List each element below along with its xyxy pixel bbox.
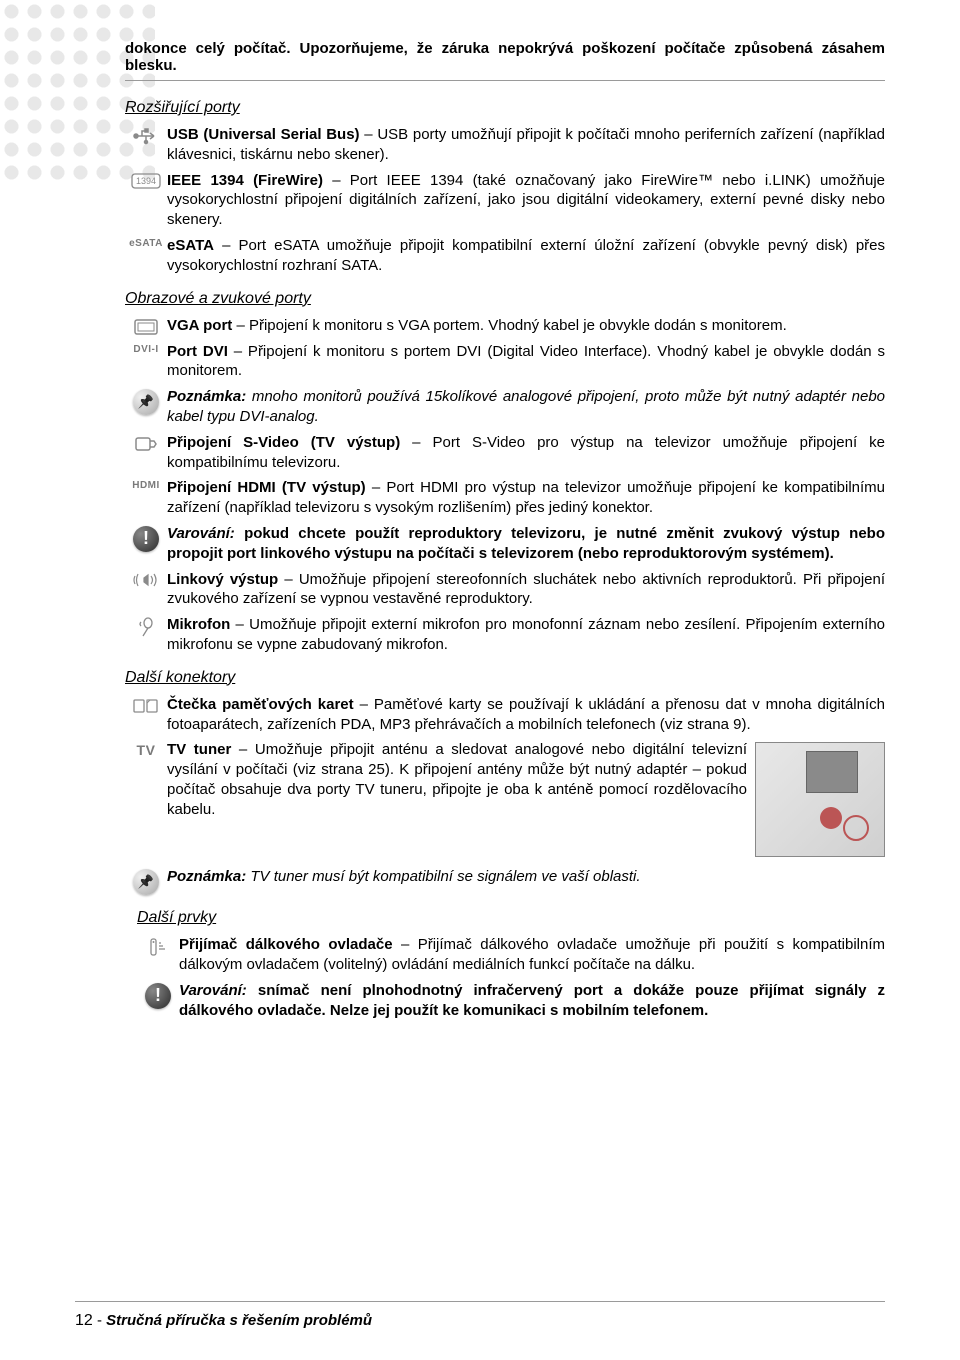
tv-icon: TV xyxy=(137,742,156,758)
dvi-icon: DVI-I xyxy=(133,344,158,355)
card-reader-icon xyxy=(132,697,160,715)
warning-icon xyxy=(133,526,159,552)
hdmi-icon: HDMI xyxy=(132,480,160,491)
vga-icon xyxy=(133,318,159,336)
remote-label: Přijímač dálkového ovladače xyxy=(179,936,393,953)
firewire-icon: 1394 xyxy=(131,173,161,189)
footer-title: Stručná příručka s řešením problémů xyxy=(106,1312,372,1329)
item-cardreader: Čtečka paměťových karet – Paměťové karty… xyxy=(125,695,885,735)
note2-label: Poznámka: xyxy=(167,868,246,885)
section-title-other: Další konektory xyxy=(125,669,885,687)
page-number: 12 xyxy=(75,1312,93,1329)
warning-icon xyxy=(145,983,171,1009)
item-warn-speakers: Varování: pokud chcete použít reprodukto… xyxy=(125,524,885,564)
tv-label: TV tuner xyxy=(167,741,231,758)
intro-text: dokonce celý počítač. Upozorňujeme, že z… xyxy=(125,40,885,74)
section-title-ports: Rozšiřující porty xyxy=(125,99,885,117)
usb-icon xyxy=(132,127,160,145)
item-warn-ir: Varování: snímač není plnohodnotný infra… xyxy=(137,981,885,1021)
lineout-icon xyxy=(132,572,160,588)
remote-icon xyxy=(147,937,169,959)
ieee-label: IEEE 1394 (FireWire) xyxy=(167,172,323,189)
warn1-label: Varování: xyxy=(167,525,235,542)
pin-icon xyxy=(133,869,159,895)
footer-divider xyxy=(75,1301,885,1302)
footer-separator: - xyxy=(93,1312,106,1329)
page-footer: 12 - Stručná příručka s řešením problémů xyxy=(75,1301,885,1330)
warn2-text: snímač není plnohodnotný infračervený po… xyxy=(179,982,885,1019)
svideo-icon xyxy=(134,435,158,455)
vga-label: VGA port xyxy=(167,317,232,334)
item-tvtuner: TV TV tuner – Umožňuje připojit anténu a… xyxy=(125,740,885,861)
mic-label: Mikrofon xyxy=(167,616,230,633)
note1-label: Poznámka: xyxy=(167,388,246,405)
item-mic: Mikrofon – Umožňuje připojit externí mik… xyxy=(125,615,885,655)
warn2-label: Varování: xyxy=(179,982,247,999)
item-note-tv: Poznámka: TV tuner musí být kompatibilní… xyxy=(125,867,885,895)
item-vga: VGA port – Připojení k monitoru s VGA po… xyxy=(125,316,885,336)
tv-text: – Umožňuje připojit anténu a sledovat an… xyxy=(167,741,747,817)
item-remote: Přijímač dálkového ovladače – Přijímač d… xyxy=(137,935,885,975)
card-label: Čtečka paměťových karet xyxy=(167,696,354,713)
esata-icon: eSATA xyxy=(129,238,163,249)
hdmi-label: Připojení HDMI (TV výstup) xyxy=(167,479,366,496)
note2-text: TV tuner musí být kompatibilní se signál… xyxy=(246,868,640,885)
tv-tuner-illustration xyxy=(755,742,885,857)
lineout-label: Linkový výstup xyxy=(167,571,278,588)
item-usb: USB (Universal Serial Bus) – USB porty u… xyxy=(125,125,885,165)
note1-text: mnoho monitorů používá 15kolíkové analog… xyxy=(167,388,885,425)
divider-top xyxy=(125,80,885,81)
esata-label: eSATA xyxy=(167,237,214,254)
vga-text: – Připojení k monitoru s VGA portem. Vho… xyxy=(232,317,786,334)
item-ieee1394: 1394 IEEE 1394 (FireWire) – Port IEEE 13… xyxy=(125,171,885,230)
pin-icon xyxy=(133,389,159,415)
dvi-text: – Připojení k monitoru s portem DVI (Dig… xyxy=(167,343,885,380)
usb-label: USB (Universal Serial Bus) xyxy=(167,126,360,143)
item-dvi: DVI-I Port DVI – Připojení k monitoru s … xyxy=(125,342,885,382)
item-hdmi: HDMI Připojení HDMI (TV výstup) – Port H… xyxy=(125,478,885,518)
warn1-text: pokud chcete použít reproduktory televiz… xyxy=(167,525,885,562)
dvi-label: Port DVI xyxy=(167,343,228,360)
item-svideo: Připojení S-Video (TV výstup) – Port S-V… xyxy=(125,433,885,473)
mic-text: – Umožňuje připojit externí mikrofon pro… xyxy=(167,616,885,653)
item-note-dvi: Poznámka: mnoho monitorů používá 15kolík… xyxy=(125,387,885,427)
section-title-elements: Další prvky xyxy=(137,909,885,927)
mic-icon xyxy=(137,617,155,639)
svg-text:1394: 1394 xyxy=(136,176,156,186)
esata-text: – Port eSATA umožňuje připojit kompatibi… xyxy=(167,237,885,274)
svideo-label: Připojení S-Video (TV výstup) xyxy=(167,434,400,451)
item-lineout: Linkový výstup – Umožňuje připojení ster… xyxy=(125,570,885,610)
section-title-av: Obrazové a zvukové porty xyxy=(125,290,885,308)
page-content: dokonce celý počítač. Upozorňujeme, že z… xyxy=(0,0,960,1021)
item-esata: eSATA eSATA – Port eSATA umožňuje připoj… xyxy=(125,236,885,276)
